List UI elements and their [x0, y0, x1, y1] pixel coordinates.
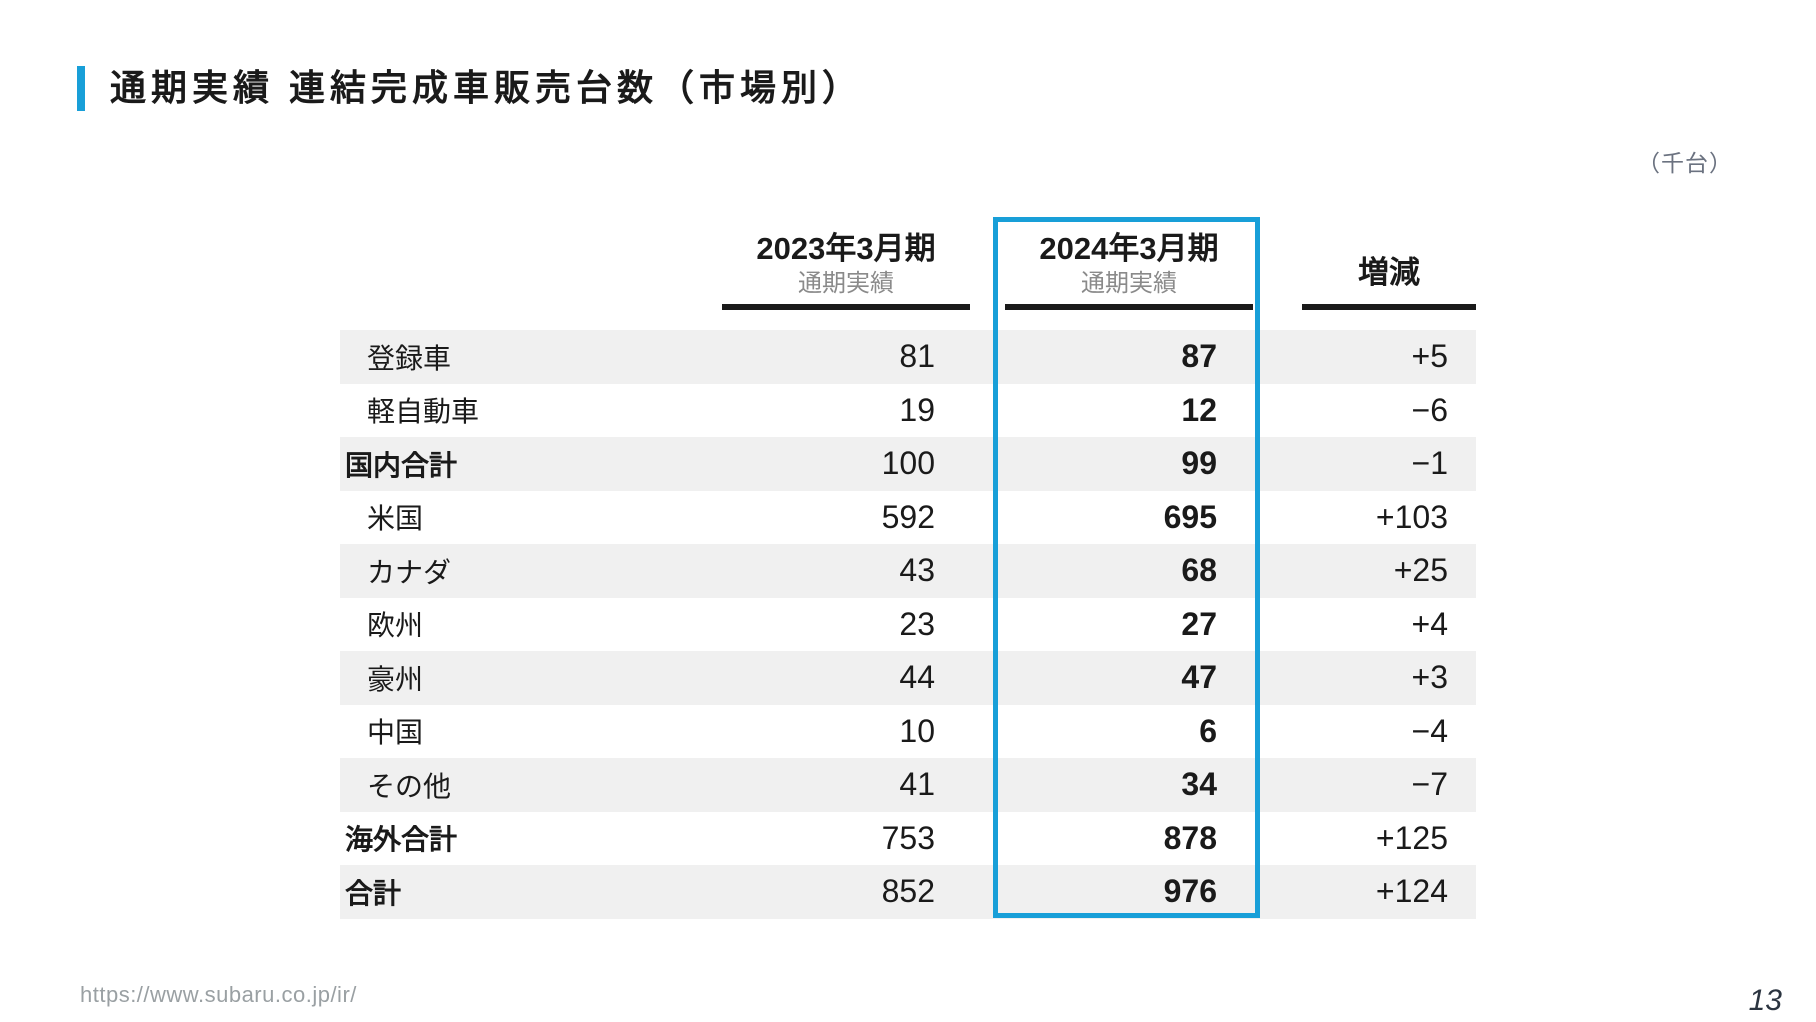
table-row: 国内合計 100 99 −1 — [340, 437, 1476, 491]
value-diff: +25 — [1393, 552, 1448, 589]
column-label: 増減 — [1358, 255, 1420, 290]
column-sublabel: 通期実績 — [1081, 270, 1177, 297]
value-2024: 27 — [1181, 605, 1217, 642]
value-2024: 976 — [1163, 873, 1217, 910]
value-2023: 852 — [881, 873, 935, 910]
page-number: 13 — [1748, 984, 1782, 1017]
value-2024: 34 — [1181, 766, 1217, 803]
column-header-diff: 増減 — [1302, 228, 1476, 310]
value-diff: −1 — [1411, 445, 1448, 482]
row-label: 合計 — [345, 877, 402, 909]
table-row: 豪州 44 47 +3 — [340, 651, 1476, 705]
value-2023: 43 — [899, 552, 935, 589]
value-diff: −7 — [1411, 766, 1448, 803]
value-diff: +103 — [1375, 498, 1448, 535]
row-label: 豪州 — [367, 663, 424, 695]
row-label: 登録車 — [367, 342, 452, 374]
value-2023: 19 — [899, 391, 935, 428]
table-row: 欧州 23 27 +4 — [340, 598, 1476, 652]
value-2023: 44 — [899, 659, 935, 696]
value-2023: 753 — [881, 819, 935, 856]
row-label: 国内合計 — [345, 449, 458, 481]
value-diff: +124 — [1375, 873, 1448, 910]
row-label: その他 — [367, 770, 452, 802]
table-row: 海外合計 753 878 +125 — [340, 812, 1476, 866]
table-body: 登録車 81 87 +5 軽自動車 19 12 −6 国内合計 100 99 −1 米国 592 695 +1… — [340, 330, 1476, 919]
table-row: 合計 852 976 +124 — [340, 865, 1476, 919]
table-row: 中国 10 6 −4 — [340, 705, 1476, 759]
unit-note: （千台） — [1637, 150, 1733, 176]
value-diff: −6 — [1411, 391, 1448, 428]
row-label: カナダ — [367, 556, 452, 588]
value-diff: −4 — [1411, 712, 1448, 749]
value-2024: 12 — [1181, 391, 1217, 428]
value-2023: 81 — [899, 338, 935, 375]
value-2023: 10 — [899, 712, 935, 749]
value-2024: 695 — [1163, 498, 1217, 535]
table-row: 登録車 81 87 +5 — [340, 330, 1476, 384]
value-2024: 99 — [1181, 445, 1217, 482]
value-2024: 47 — [1181, 659, 1217, 696]
value-2023: 23 — [899, 605, 935, 642]
page-title: 通期実績 連結完成車販売台数（市場別） — [110, 67, 864, 108]
column-label: 2023年3月期 — [756, 231, 936, 266]
column-header-2024: 2024年3月期 通期実績 — [1005, 228, 1253, 310]
value-2023: 41 — [899, 766, 935, 803]
value-diff: +125 — [1375, 819, 1448, 856]
row-label: 海外合計 — [345, 824, 458, 856]
value-2023: 100 — [881, 445, 935, 482]
table-row: 軽自動車 19 12 −6 — [340, 384, 1476, 438]
row-label: 軽自動車 — [367, 396, 480, 428]
value-diff: +3 — [1411, 659, 1448, 696]
column-header-2023: 2023年3月期 通期実績 — [722, 228, 970, 310]
table-row: カナダ 43 68 +25 — [340, 544, 1476, 598]
row-label: 中国 — [367, 717, 424, 749]
value-2024: 87 — [1181, 338, 1217, 375]
value-diff: +5 — [1411, 338, 1448, 375]
footer-url: https://www.subaru.co.jp/ir/ — [80, 982, 357, 1007]
value-diff: +4 — [1411, 605, 1448, 642]
table-row: その他 41 34 −7 — [340, 758, 1476, 812]
value-2023: 592 — [881, 498, 935, 535]
table-row: 米国 592 695 +103 — [340, 491, 1476, 545]
value-2024: 68 — [1181, 552, 1217, 589]
title-accent-bar — [77, 66, 85, 111]
value-2024: 878 — [1163, 819, 1217, 856]
row-label: 米国 — [367, 503, 424, 535]
row-label: 欧州 — [367, 610, 424, 642]
column-label: 2024年3月期 — [1039, 231, 1219, 266]
value-2024: 6 — [1199, 712, 1217, 749]
column-sublabel: 通期実績 — [798, 270, 894, 297]
